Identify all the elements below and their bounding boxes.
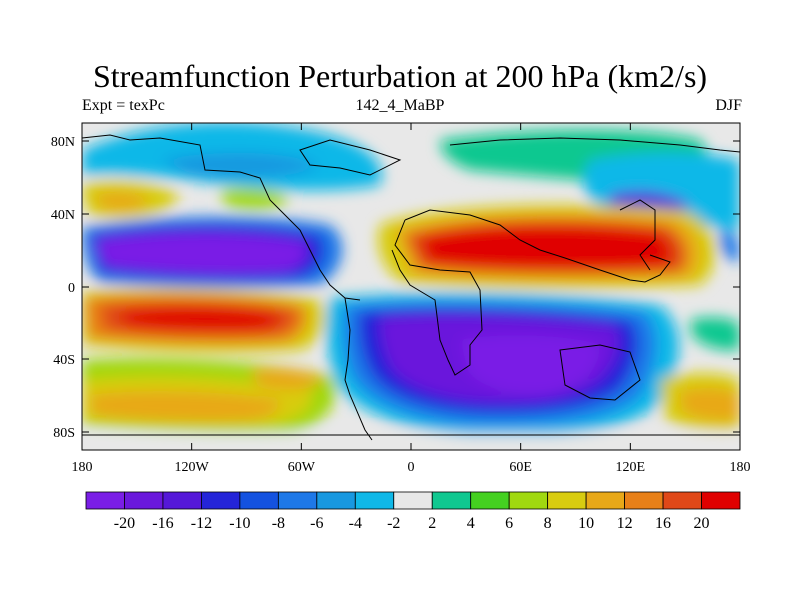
lat-label: 40N — [51, 208, 75, 223]
colorbar-swatch — [393, 491, 433, 510]
contour-field — [82, 123, 740, 450]
colorbar-swatch — [85, 491, 125, 510]
lon-label: 60W — [288, 460, 316, 475]
colorbar-swatch — [508, 491, 549, 510]
coastlines — [82, 134, 740, 441]
lon-label: 180 — [72, 460, 93, 475]
lat-label: 0 — [68, 281, 75, 296]
colorbar-swatch — [316, 491, 356, 510]
season-label: DJF — [715, 97, 742, 114]
colorbar-swatch — [585, 491, 625, 510]
colorbar-label: -2 — [387, 515, 400, 532]
lon-label: 0 — [408, 460, 415, 475]
colorbar-swatch — [547, 491, 587, 510]
colorbar-swatch — [354, 491, 395, 510]
colorbar-swatch — [662, 491, 702, 510]
lon-label: 120W — [175, 460, 210, 475]
lon-label: 60E — [509, 460, 532, 475]
colorbar-label: 6 — [505, 515, 513, 532]
colorbar-swatch — [470, 491, 510, 510]
colorbar-label: -4 — [349, 515, 362, 532]
colorbar: -20 -16 -12 -10 -8 -6 -4 -2 2 4 6 8 10 12 16 20 — [85, 491, 741, 532]
lat-label: 80N — [51, 135, 75, 150]
colorbar-label: 4 — [467, 515, 475, 532]
latitude-axis: 80N 40N 0 40S 80S — [51, 135, 740, 441]
lon-label: 180 — [730, 460, 751, 475]
colorbar-label: 12 — [617, 515, 633, 532]
colorbar-swatch — [201, 491, 241, 510]
colorbar-label: -20 — [114, 515, 135, 532]
experiment-label: Expt = texPc — [82, 97, 165, 114]
colorbar-label: 8 — [544, 515, 552, 532]
colorbar-swatch — [277, 491, 318, 510]
colorbar-swatch — [624, 491, 664, 510]
colorbar-label: -12 — [191, 515, 212, 532]
plot-title: Streamfunction Perturbation at 200 hPa (… — [92, 58, 708, 94]
colorbar-swatch — [431, 491, 472, 510]
lon-label: 120E — [616, 460, 646, 475]
case-label: 142_4_MaBP — [355, 97, 445, 114]
lat-label: 40S — [53, 353, 75, 368]
longitude-axis: 180 120W 60W 0 60E 120E 180 — [72, 123, 751, 475]
colorbar-swatch — [701, 491, 741, 510]
colorbar-swatch — [124, 491, 164, 510]
colorbar-label: 16 — [655, 515, 671, 532]
colorbar-label: -16 — [152, 515, 173, 532]
colorbar-label: 20 — [694, 515, 710, 532]
colorbar-label: -8 — [272, 515, 285, 532]
colorbar-label: 10 — [578, 515, 594, 532]
colorbar-swatch — [239, 491, 279, 510]
colorbar-label: -6 — [310, 515, 323, 532]
lat-label: 80S — [53, 426, 75, 441]
colorbar-swatch — [162, 491, 202, 510]
colorbar-label: 2 — [428, 515, 436, 532]
colorbar-label: -10 — [229, 515, 250, 532]
